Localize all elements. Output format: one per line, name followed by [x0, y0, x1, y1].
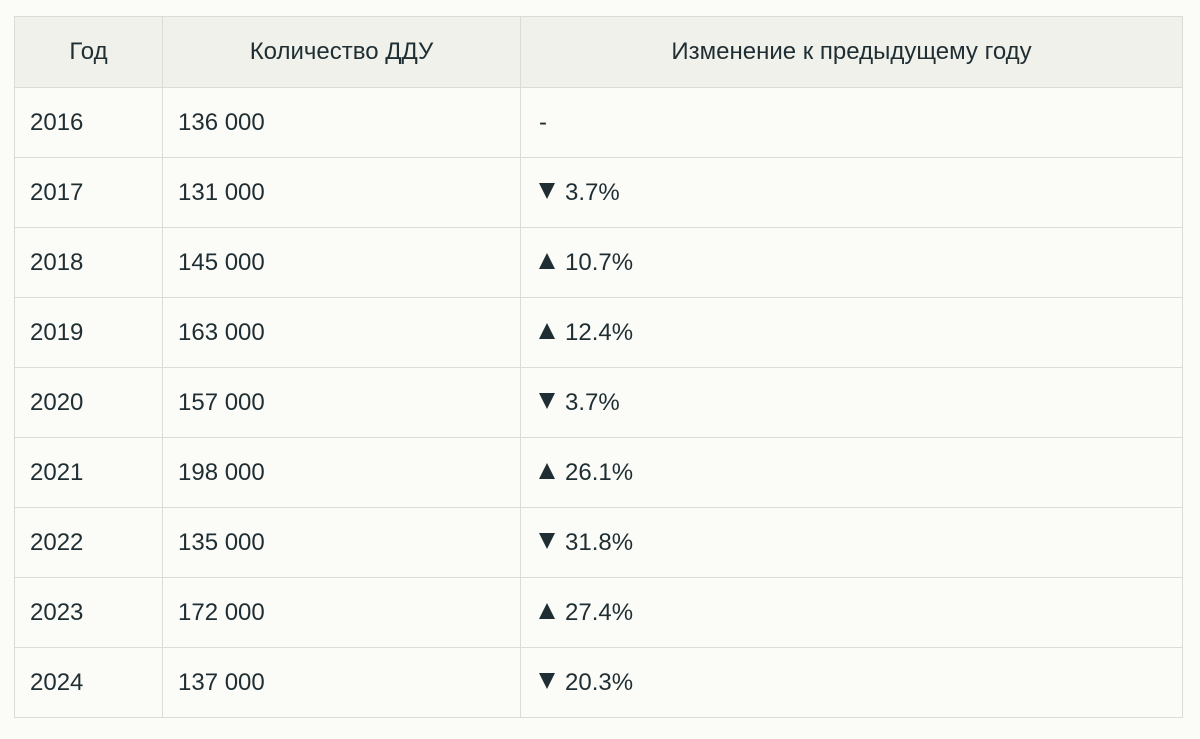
- table-row: 2021 198 000 26.1%: [14, 437, 1183, 508]
- cell-count: 145 000: [162, 227, 521, 298]
- header-change: Изменение к предыдущему году: [520, 16, 1183, 88]
- cell-count: 163 000: [162, 297, 521, 368]
- cell-year: 2023: [14, 577, 163, 648]
- cell-year: 2016: [14, 87, 163, 158]
- cell-count: 157 000: [162, 367, 521, 438]
- cell-year: 2018: [14, 227, 163, 298]
- cell-count: 131 000: [162, 157, 521, 228]
- arrow-up-icon: [539, 323, 555, 340]
- arrow-up-icon: [539, 603, 555, 620]
- arrow-up-icon: [539, 463, 555, 480]
- table-row: 2020 157 000 3.7%: [14, 367, 1183, 438]
- arrow-up-icon: [539, 253, 555, 270]
- table-row: 2022 135 000 31.8%: [14, 507, 1183, 578]
- cell-change: 3.7%: [520, 367, 1183, 438]
- change-value: 3.7%: [565, 388, 620, 416]
- table-row: 2017 131 000 3.7%: [14, 157, 1183, 228]
- ddu-table: Год Количество ДДУ Изменение к предыдуще…: [14, 16, 1183, 718]
- table-row: 2016 136 000 -: [14, 87, 1183, 158]
- cell-year: 2022: [14, 507, 163, 578]
- cell-count: 137 000: [162, 647, 521, 718]
- cell-count: 172 000: [162, 577, 521, 648]
- header-row: Год Количество ДДУ Изменение к предыдуще…: [14, 16, 1183, 88]
- header-count: Количество ДДУ: [162, 16, 521, 88]
- change-value: 27.4%: [565, 598, 634, 626]
- cell-change: 3.7%: [520, 157, 1183, 228]
- cell-year: 2021: [14, 437, 163, 508]
- change-value: 31.8%: [565, 528, 634, 556]
- cell-year: 2020: [14, 367, 163, 438]
- cell-year: 2019: [14, 297, 163, 368]
- arrow-down-icon: [539, 183, 555, 200]
- table-row: 2019 163 000 12.4%: [14, 297, 1183, 368]
- change-value: 10.7%: [565, 248, 634, 276]
- table-row: 2023 172 000 27.4%: [14, 577, 1183, 648]
- cell-change: 27.4%: [520, 577, 1183, 648]
- cell-count: 198 000: [162, 437, 521, 508]
- cell-year: 2024: [14, 647, 163, 718]
- cell-count: 135 000: [162, 507, 521, 578]
- cell-count: 136 000: [162, 87, 521, 158]
- cell-change: -: [520, 87, 1183, 158]
- change-value: 26.1%: [565, 458, 634, 486]
- header-year: Год: [14, 16, 163, 88]
- change-value: 20.3%: [565, 668, 634, 696]
- change-value: 12.4%: [565, 318, 634, 346]
- cell-change: 12.4%: [520, 297, 1183, 368]
- cell-change: 20.3%: [520, 647, 1183, 718]
- table-body: 2016 136 000 - 2017 131 000 3.7% 2018 14…: [14, 87, 1183, 718]
- cell-year: 2017: [14, 157, 163, 228]
- table-header: Год Количество ДДУ Изменение к предыдуще…: [14, 16, 1183, 88]
- change-value: -: [539, 108, 547, 136]
- change-value: 3.7%: [565, 178, 620, 206]
- arrow-down-icon: [539, 673, 555, 690]
- table-row: 2024 137 000 20.3%: [14, 647, 1183, 718]
- arrow-down-icon: [539, 533, 555, 550]
- cell-change: 31.8%: [520, 507, 1183, 578]
- data-table-container: Год Количество ДДУ Изменение к предыдуще…: [14, 16, 1183, 718]
- cell-change: 26.1%: [520, 437, 1183, 508]
- arrow-down-icon: [539, 393, 555, 410]
- table-row: 2018 145 000 10.7%: [14, 227, 1183, 298]
- cell-change: 10.7%: [520, 227, 1183, 298]
